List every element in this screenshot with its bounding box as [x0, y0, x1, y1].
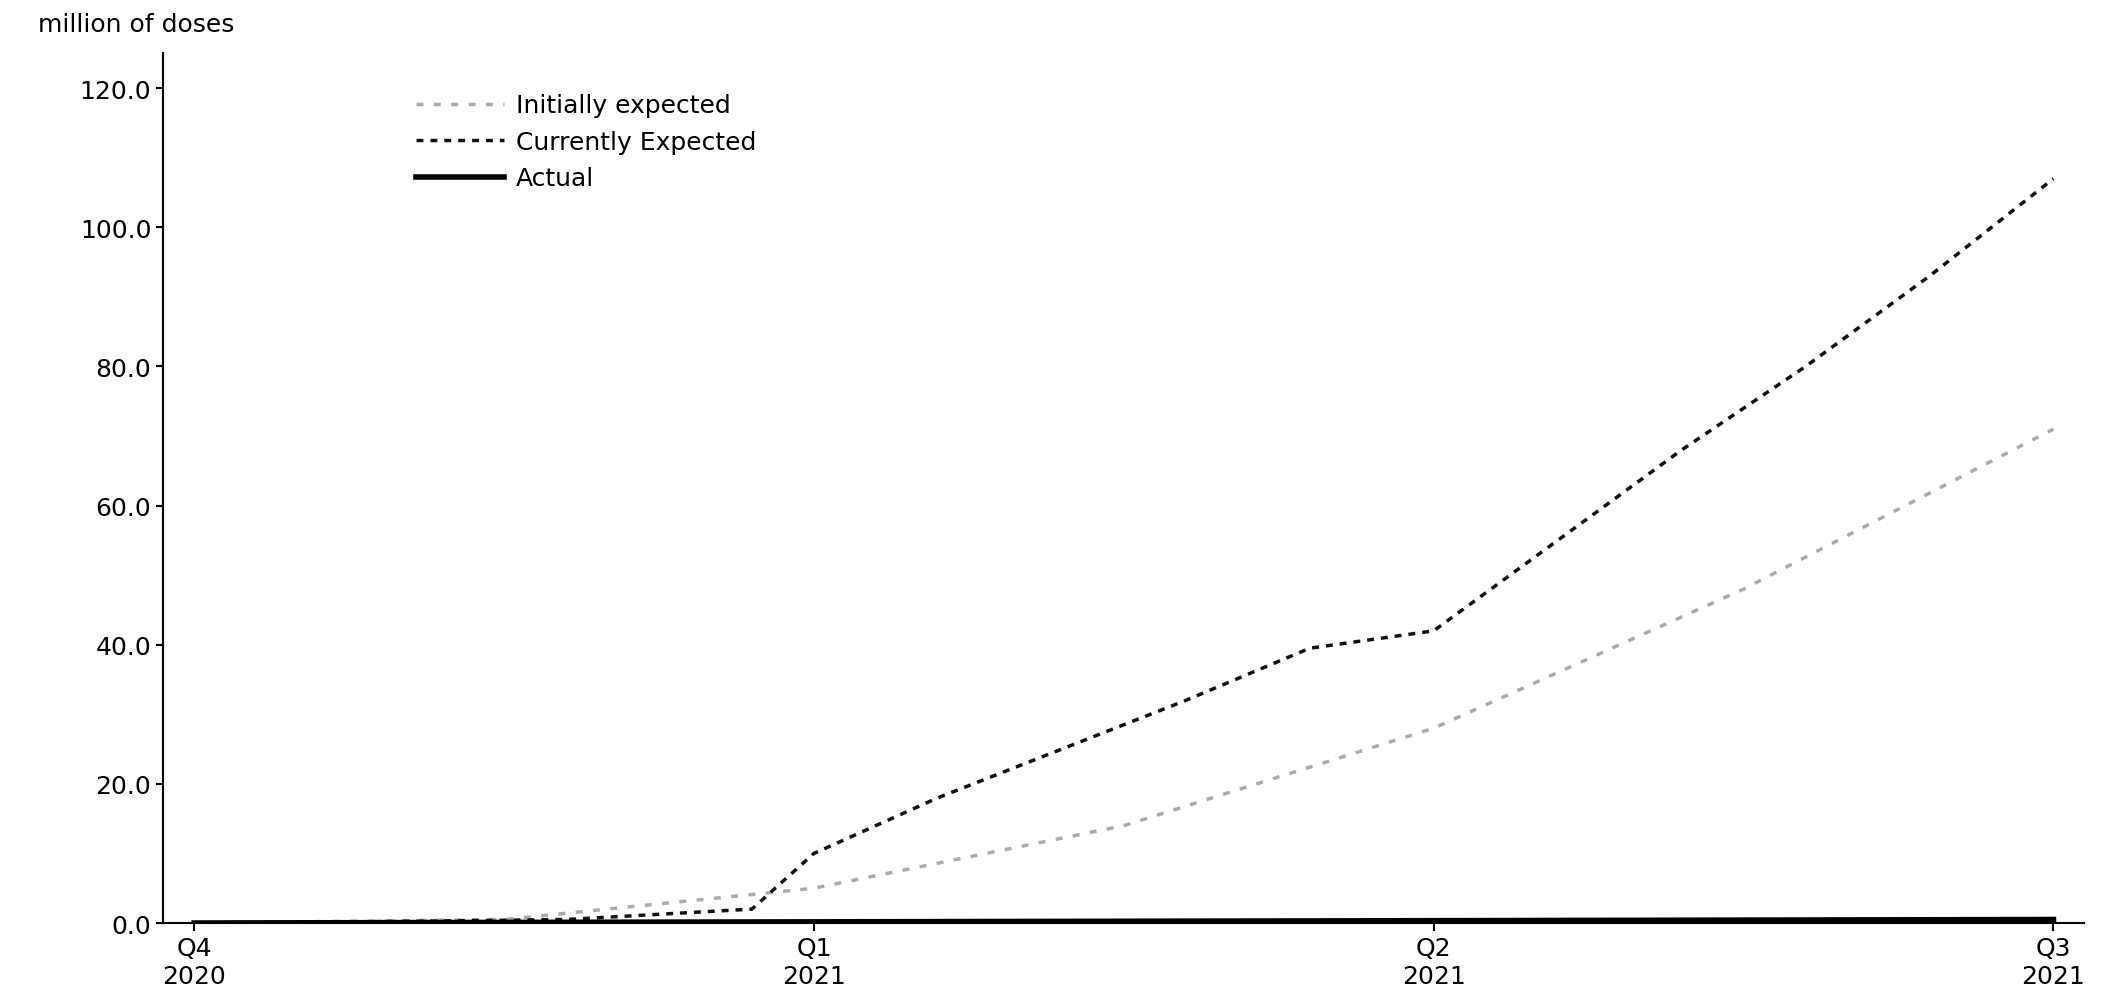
Line: Initially expected: Initially expected: [194, 429, 2054, 923]
Initially expected: [1111, 819, 1137, 831]
Currently Expected: [1172, 695, 1198, 707]
Initially expected: [181, 917, 206, 929]
Initially expected: [1421, 722, 1446, 734]
Initially expected: [802, 883, 827, 895]
Currently Expected: [739, 903, 764, 915]
Currently Expected: [1918, 271, 1943, 283]
Initially expected: [490, 914, 516, 926]
Currently Expected: [926, 792, 951, 804]
Currently Expected: [2042, 174, 2067, 186]
Legend: Initially expected, Currently Expected, Actual: Initially expected, Currently Expected, …: [406, 84, 766, 202]
Line: Currently Expected: Currently Expected: [194, 180, 2054, 923]
Initially expected: [2042, 423, 2067, 435]
Currently Expected: [1048, 743, 1074, 755]
Currently Expected: [554, 914, 579, 926]
Currently Expected: [802, 848, 827, 860]
Currently Expected: [1545, 535, 1570, 547]
Currently Expected: [1793, 361, 1819, 373]
Currently Expected: [1297, 643, 1322, 655]
Currently Expected: [368, 916, 394, 928]
Currently Expected: [1669, 444, 1695, 456]
Text: million of doses: million of doses: [38, 13, 234, 37]
Currently Expected: [181, 917, 206, 929]
Currently Expected: [1421, 625, 1446, 637]
Initially expected: [1730, 584, 1756, 596]
